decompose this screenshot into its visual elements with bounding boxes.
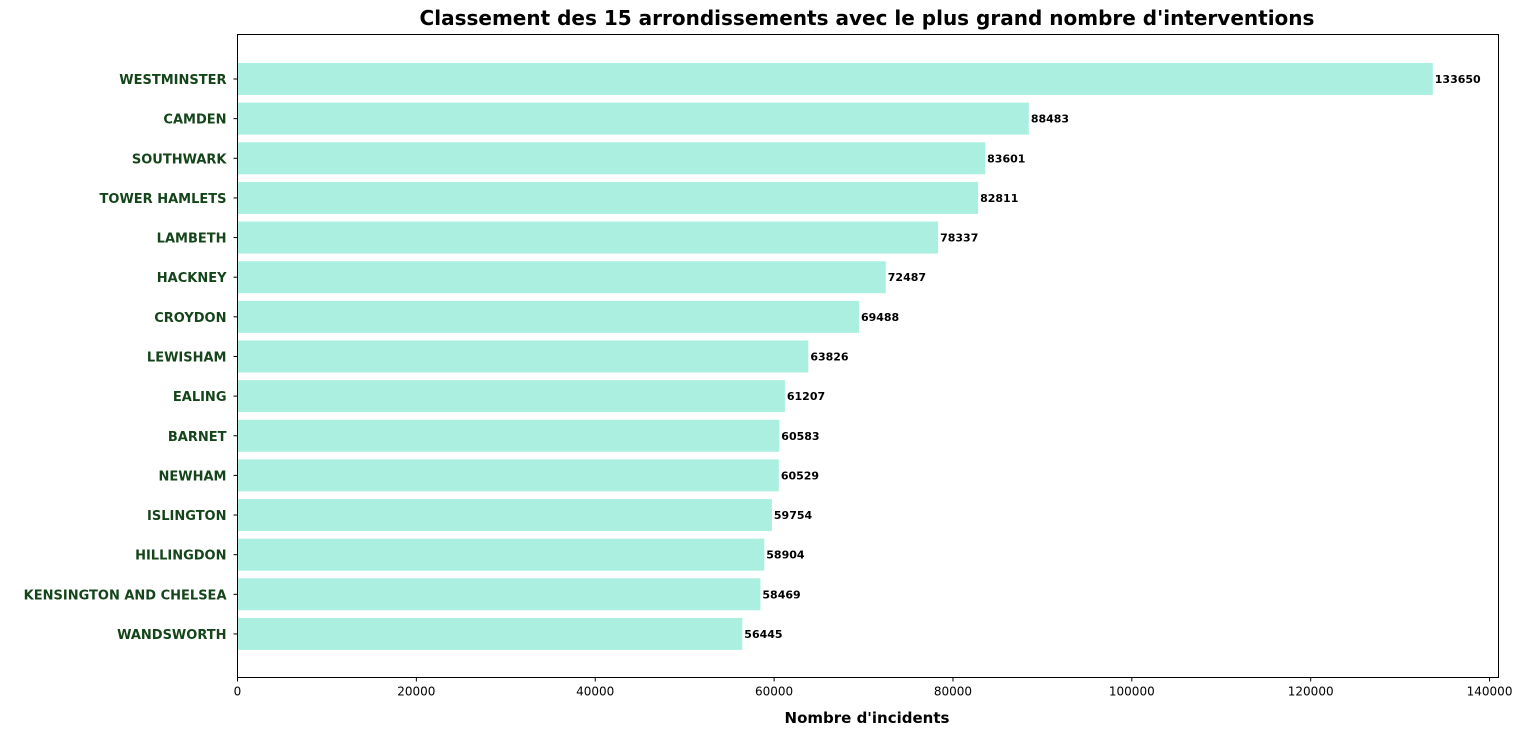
x-axis: 0 20000 40000 60000 80000 100000 120000 140000: [234, 677, 1513, 699]
y-tick-label: EALING: [173, 390, 227, 405]
x-tick-label: 140000: [1467, 685, 1513, 699]
bar: [237, 617, 743, 650]
data-label: 133650: [1435, 73, 1481, 86]
x-tick-label: 60000: [755, 685, 793, 699]
data-label: 58904: [766, 549, 805, 562]
x-tick-label: 40000: [576, 685, 614, 699]
data-label: 61207: [787, 390, 825, 403]
y-tick-label: WESTMINSTER: [119, 73, 226, 88]
y-tick-label: CROYDON: [154, 311, 226, 326]
y-tick-label: HACKNEY: [157, 271, 227, 286]
data-label: 78337: [940, 232, 978, 245]
x-tick-label: 120000: [1288, 685, 1334, 699]
bar: [237, 538, 765, 571]
chart-title: Classement des 15 arrondissements avec l…: [420, 6, 1315, 30]
x-tick-label: 0: [234, 685, 242, 699]
y-tick-label: NEWHAM: [159, 469, 227, 484]
bar: [237, 261, 886, 294]
bar: [237, 578, 761, 611]
bar: [237, 102, 1029, 135]
bar: [237, 380, 785, 413]
bar: [237, 63, 1433, 95]
data-label: 60529: [781, 469, 819, 482]
data-label: 82811: [980, 192, 1018, 205]
y-tick-label: SOUTHWARK: [132, 152, 228, 167]
y-tick-label: LEWISHAM: [147, 350, 227, 365]
y-tick-label: ISLINGTON: [147, 509, 226, 524]
bar: [237, 459, 779, 492]
y-tick-label: KENSINGTON AND CHELSEA: [24, 588, 227, 603]
y-tick-label: TOWER HAMLETS: [100, 192, 227, 207]
bar: [237, 419, 780, 452]
y-tick-label: HILLINGDON: [135, 549, 226, 564]
bar: [237, 300, 859, 333]
data-label: 72487: [888, 271, 926, 284]
data-label: 56445: [744, 628, 782, 641]
y-tick-label: CAMDEN: [163, 113, 226, 128]
x-tick-label: 100000: [1109, 685, 1155, 699]
x-axis-label: Nombre d'incidents: [785, 709, 950, 727]
bar: [237, 181, 979, 214]
bar: [237, 499, 772, 532]
x-tick-label: 80000: [934, 685, 972, 699]
bar: [237, 340, 809, 373]
bars-layer: [237, 63, 1433, 650]
y-tick-label: LAMBETH: [157, 232, 227, 247]
data-label: 58469: [762, 588, 800, 601]
data-label: 88483: [1031, 113, 1069, 126]
data-label: 63826: [810, 350, 849, 363]
y-tick-label: WANDSWORTH: [117, 628, 226, 643]
data-label: 59754: [774, 509, 813, 522]
data-label: 69488: [861, 311, 899, 324]
data-label: 83601: [987, 152, 1025, 165]
x-tick-label: 20000: [397, 685, 435, 699]
y-tick-label: BARNET: [168, 430, 227, 445]
y-axis: WESTMINSTER CAMDEN SOUTHWARK TOWER HAMLETS L…: [24, 73, 238, 643]
bar: [237, 142, 986, 175]
bar: [237, 221, 939, 254]
data-label: 60583: [781, 430, 819, 443]
data-labels-layer: 133650 88483 83601 82811 78337 72487 69488 6382…: [744, 73, 1481, 641]
